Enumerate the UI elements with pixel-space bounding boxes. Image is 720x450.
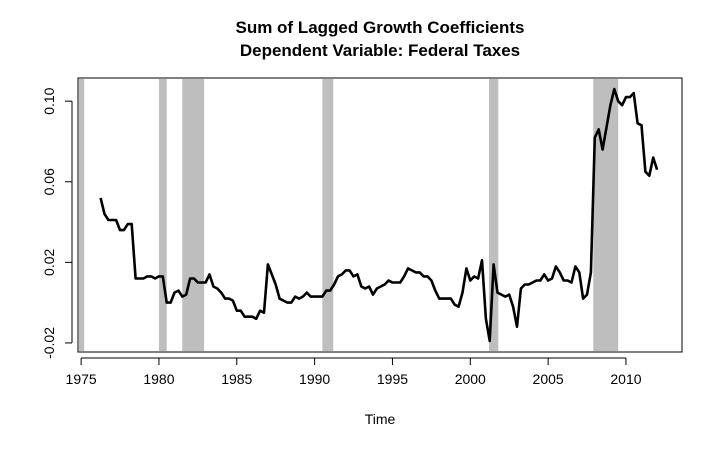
x-tick-label: 2000 bbox=[455, 371, 486, 387]
recession-shading bbox=[79, 79, 619, 351]
x-axis: 1975 1980 1985 1990 1995 2000 2005 2010 bbox=[66, 357, 642, 387]
x-tick-label: 1985 bbox=[221, 371, 252, 387]
recession-bar-0 bbox=[79, 79, 85, 351]
y-tick-label: -0.02 bbox=[41, 327, 57, 359]
series-line-layer bbox=[99, 87, 659, 343]
x-tick-label: 2010 bbox=[610, 371, 641, 387]
y-tick-label: 0.10 bbox=[41, 87, 57, 114]
chart-subtitle: Dependent Variable: Federal Taxes bbox=[240, 41, 520, 60]
recession-bar-1 bbox=[158, 79, 167, 351]
recession-bar-5 bbox=[593, 79, 619, 351]
series-line-0 bbox=[99, 87, 659, 343]
y-tick-label: 0.02 bbox=[41, 249, 57, 276]
y-tick-label: 0.06 bbox=[41, 168, 57, 195]
plot-frame bbox=[77, 77, 683, 353]
chart-title: Sum of Lagged Growth Coefficients bbox=[235, 18, 524, 37]
recession-bar-4 bbox=[488, 79, 499, 351]
x-tick-label: 1975 bbox=[66, 371, 97, 387]
x-tick-label: 1990 bbox=[299, 371, 330, 387]
recession-bar-3 bbox=[322, 79, 334, 351]
x-tick-label: 2005 bbox=[533, 371, 564, 387]
y-axis: -0.02 0.02 0.06 0.10 bbox=[41, 87, 73, 359]
x-tick-label: 1980 bbox=[143, 371, 174, 387]
recession-bar-2 bbox=[182, 79, 205, 351]
x-tick-label: 1995 bbox=[377, 371, 408, 387]
x-axis-label: Time bbox=[365, 411, 396, 427]
